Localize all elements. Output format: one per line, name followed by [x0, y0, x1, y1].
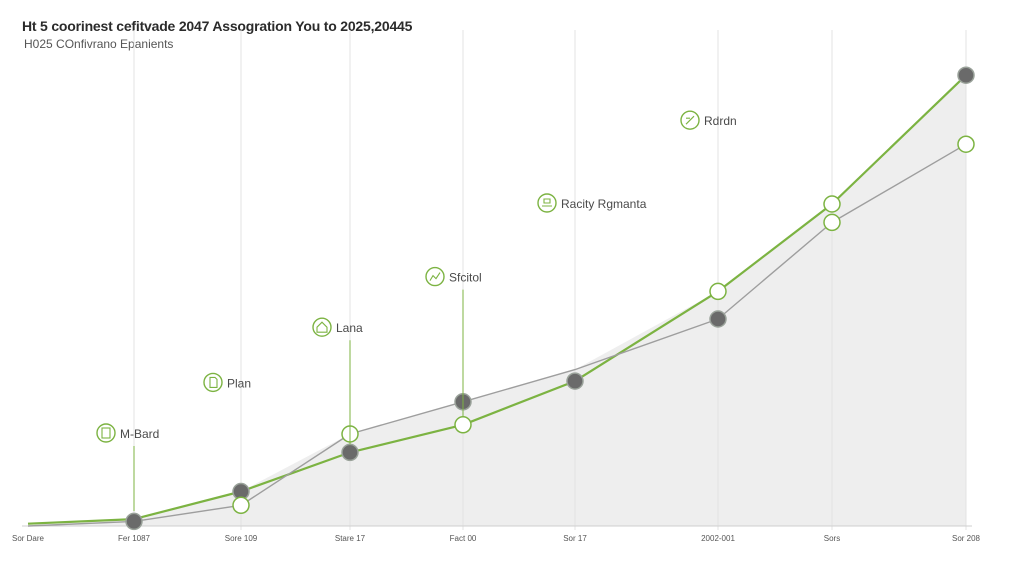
home-icon [312, 317, 332, 337]
annotation-callout: Plan [203, 372, 251, 393]
chart-icon [425, 266, 445, 287]
data-point-marker [709, 282, 727, 301]
x-tick-label: 2002-001 [701, 534, 735, 543]
annotation-label: Lana [336, 321, 363, 335]
annotation-callout: Racity Rgmanta [537, 193, 647, 213]
x-tick-label: Sor Dare [12, 534, 45, 543]
data-point-marker [823, 213, 841, 232]
x-tick-label: Sor 17 [563, 534, 587, 543]
data-point-marker [341, 443, 359, 462]
data-point-marker [566, 372, 584, 390]
chart-title: Ht 5 coorinest cefitvade 2047 Assogratio… [22, 18, 413, 34]
data-point-marker [957, 66, 975, 84]
data-point-marker [125, 512, 143, 531]
annotation-label: M-Bard [120, 427, 159, 441]
x-tick-label: Fact 00 [450, 534, 477, 543]
stamp-icon [537, 193, 557, 213]
x-tick-label: Sore 109 [225, 534, 258, 543]
annotation-label: Plan [227, 376, 251, 390]
annotation-label: Sfcitol [449, 271, 482, 285]
drawing-icon [680, 110, 700, 130]
x-tick-label: Sors [824, 534, 840, 543]
data-point-marker [823, 195, 841, 213]
x-tick-label: Stare 17 [335, 534, 366, 543]
x-tick-label: Fer 1087 [118, 534, 151, 543]
data-point-marker [957, 135, 975, 153]
data-point-marker [709, 310, 727, 328]
annotation-callout: M-Bard [96, 423, 159, 443]
document-icon [203, 372, 223, 393]
x-tick-label: Sor 208 [952, 534, 981, 543]
area-fill [28, 75, 966, 526]
annotation-callout: Sfcitol [425, 266, 482, 287]
data-point-marker [454, 416, 472, 434]
annotation-callout: Rdrdn [680, 110, 737, 130]
annotation-label: Racity Rgmanta [561, 197, 647, 211]
data-point-marker [232, 496, 250, 515]
annotation-callout: Lana [312, 317, 363, 337]
clipboard-icon [96, 423, 116, 443]
annotation-label: Rdrdn [704, 114, 737, 128]
chart-subtitle: H025 COnfivrano Epanients [24, 37, 174, 51]
